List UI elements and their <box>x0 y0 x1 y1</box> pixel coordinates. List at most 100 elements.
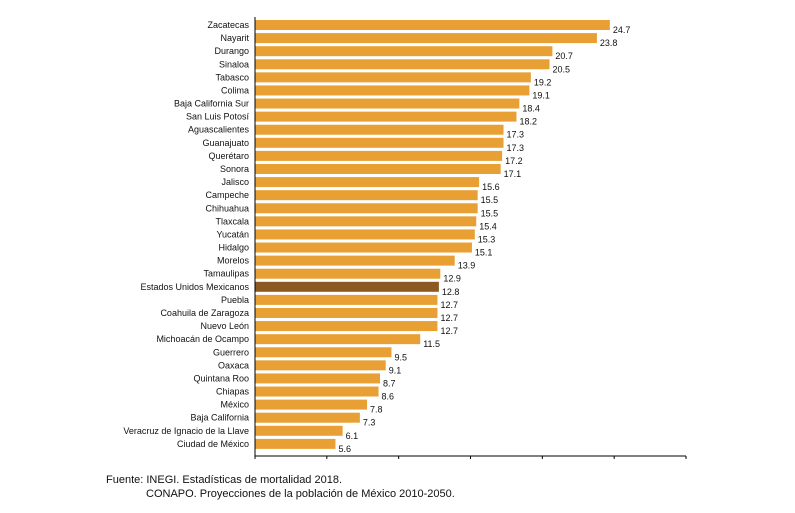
value-label: 7.8 <box>370 405 383 415</box>
bar <box>255 124 504 135</box>
source-line-2: CONAPO. Proyecciones de la población de … <box>146 488 455 500</box>
value-label: 24.7 <box>613 25 631 35</box>
category-label: Querétaro <box>208 151 249 161</box>
category-label: Sonora <box>220 164 249 174</box>
category-label: Tabasco <box>215 72 249 82</box>
bar <box>255 98 520 109</box>
category-label: Tlaxcala <box>215 216 249 226</box>
value-label: 6.1 <box>346 431 359 441</box>
bar <box>255 321 438 332</box>
value-label: 15.4 <box>479 221 497 231</box>
value-label: 23.8 <box>600 38 618 48</box>
value-label: 17.3 <box>507 130 525 140</box>
bar <box>255 59 550 70</box>
value-label: 19.2 <box>534 77 552 87</box>
value-label: 13.9 <box>458 261 476 271</box>
value-label: 12.9 <box>443 274 461 284</box>
value-label: 12.7 <box>440 300 458 310</box>
bar <box>255 20 610 30</box>
category-label: Tamaulipas <box>203 269 249 279</box>
value-label: 9.1 <box>389 365 402 375</box>
category-label: Coahuila de Zaragoza <box>160 308 249 318</box>
category-label: Jalisco <box>221 177 249 187</box>
value-label: 5.6 <box>338 444 351 454</box>
value-label: 19.1 <box>532 90 550 100</box>
value-label: 17.3 <box>507 143 525 153</box>
bar <box>255 386 379 397</box>
bar <box>255 85 530 96</box>
category-label: Estados Unidos Mexicanos <box>140 282 249 292</box>
bar <box>255 137 504 148</box>
value-label: 20.7 <box>555 51 573 61</box>
category-label: Yucatán <box>216 229 249 239</box>
bar <box>255 373 380 384</box>
value-label: 12.8 <box>442 287 460 297</box>
category-label: Puebla <box>221 295 249 305</box>
category-label: Quintana Roo <box>193 373 249 383</box>
value-label: 8.7 <box>383 378 396 388</box>
category-label: Chihuahua <box>205 203 249 213</box>
value-label: 9.5 <box>394 352 407 362</box>
value-label: 18.4 <box>522 104 540 114</box>
category-label: Baja California Sur <box>174 99 249 109</box>
bar <box>255 360 386 371</box>
bar <box>255 412 360 423</box>
value-label: 17.2 <box>505 156 523 166</box>
value-label: 15.3 <box>478 234 496 244</box>
bar <box>255 150 503 161</box>
category-label: Hidalgo <box>218 243 249 253</box>
value-label: 17.1 <box>504 169 522 179</box>
bar-chart: Zacatecas 24.7 Nayarit 23.8 Durango 20.7 Sinal… <box>123 17 687 459</box>
bar <box>255 190 478 201</box>
value-label: 11.5 <box>423 339 440 349</box>
category-label: Guerrero <box>213 347 249 357</box>
bar <box>255 399 368 410</box>
category-label: Durango <box>214 46 249 56</box>
bars-group: Zacatecas 24.7 Nayarit 23.8 Durango 20.7 Sinal… <box>123 20 630 454</box>
bar <box>255 307 438 318</box>
category-label: Ciudad de México <box>177 439 249 449</box>
bar <box>255 347 392 358</box>
category-label: San Luis Potosí <box>186 112 250 122</box>
category-label: Oaxaca <box>218 360 249 370</box>
bar <box>255 46 553 57</box>
bar <box>255 111 517 122</box>
value-label: 7.3 <box>363 418 376 428</box>
bar <box>255 242 472 253</box>
bar <box>255 163 501 174</box>
x-ticks-group: 051015202530 <box>254 455 687 459</box>
value-label: 12.7 <box>440 313 458 323</box>
value-label: 15.5 <box>481 195 499 205</box>
value-label: 12.7 <box>440 326 458 336</box>
bar <box>255 33 597 44</box>
bar <box>255 425 343 436</box>
category-label: Chiapas <box>216 387 250 397</box>
bar <box>255 216 477 227</box>
bar <box>255 268 441 279</box>
bar <box>255 438 336 449</box>
category-label: Baja California <box>190 413 249 423</box>
value-label: 15.5 <box>481 208 499 218</box>
bar <box>255 72 531 83</box>
bar <box>255 177 480 188</box>
bar <box>255 334 421 345</box>
category-label: Nuevo León <box>200 321 249 331</box>
bar <box>255 229 475 240</box>
category-label: Michoacán de Ocampo <box>156 334 249 344</box>
category-label: Guanajuato <box>202 138 249 148</box>
bar <box>255 281 439 292</box>
bar <box>255 294 438 305</box>
category-label: Zacatecas <box>207 20 249 30</box>
category-label: Sinaloa <box>219 59 249 69</box>
bar <box>255 255 455 266</box>
bar <box>255 203 478 214</box>
category-label: Colima <box>221 85 249 95</box>
category-label: Nayarit <box>220 33 249 43</box>
value-label: 15.1 <box>475 248 493 258</box>
source-line-1: Fuente: INEGI. Estadísticas de mortalida… <box>106 474 343 486</box>
category-label: Aguascalientes <box>188 125 250 135</box>
value-label: 15.6 <box>482 182 500 192</box>
value-label: 20.5 <box>553 64 571 74</box>
category-label: México <box>220 400 249 410</box>
category-label: Morelos <box>217 256 250 266</box>
